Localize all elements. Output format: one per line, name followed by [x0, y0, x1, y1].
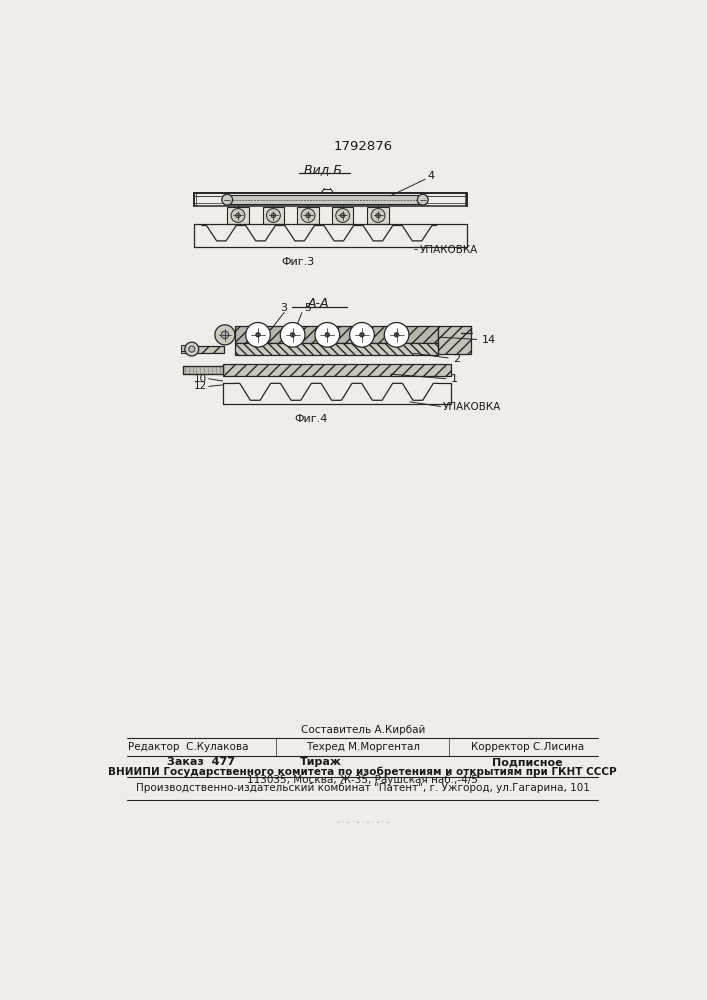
Circle shape — [291, 333, 295, 337]
Circle shape — [305, 213, 310, 218]
Text: 10: 10 — [194, 374, 207, 384]
Circle shape — [256, 333, 260, 337]
Text: 5: 5 — [305, 303, 312, 313]
Bar — [181, 347, 192, 353]
Text: 3: 3 — [281, 303, 288, 313]
Circle shape — [340, 213, 345, 218]
Circle shape — [325, 333, 329, 337]
Text: А-А: А-А — [308, 297, 329, 310]
Text: Заказ  477: Заказ 477 — [167, 757, 235, 767]
Circle shape — [301, 209, 315, 222]
Text: Тираж: Тираж — [300, 757, 342, 767]
Bar — [235, 326, 438, 343]
Text: 1792876: 1792876 — [333, 140, 392, 153]
Circle shape — [395, 333, 399, 337]
Bar — [195, 346, 224, 353]
Text: УПАКОВКА: УПАКОВКА — [420, 245, 478, 255]
Circle shape — [235, 213, 240, 218]
Bar — [262, 207, 284, 224]
Text: - · - · - · - · - · -: - · - · - · - · - · - — [337, 818, 389, 827]
Text: Редактор  С.Кулакова: Редактор С.Кулакова — [129, 742, 249, 752]
Circle shape — [189, 346, 195, 352]
Text: УПАКОВКА: УПАКОВКА — [443, 402, 501, 412]
Circle shape — [315, 323, 339, 347]
Circle shape — [221, 331, 229, 339]
Circle shape — [267, 209, 281, 222]
Circle shape — [360, 333, 364, 337]
Circle shape — [385, 323, 409, 347]
Circle shape — [281, 323, 305, 347]
Bar — [181, 345, 192, 351]
Text: Производственно-издательский комбинат "Патент", г. Ужгород, ул.Гагарина, 101: Производственно-издательский комбинат "П… — [136, 783, 590, 793]
Bar — [438, 326, 471, 354]
Bar — [235, 343, 438, 355]
Circle shape — [371, 209, 385, 222]
Text: Фиг.4: Фиг.4 — [294, 414, 328, 424]
Bar — [227, 207, 249, 224]
Text: Корректор С.Лисина: Корректор С.Лисина — [471, 742, 584, 752]
Circle shape — [350, 323, 374, 347]
Bar — [368, 207, 389, 224]
Circle shape — [185, 342, 199, 356]
Text: Техред М.Моргентал: Техред М.Моргентал — [305, 742, 420, 752]
Text: Фиг.3: Фиг.3 — [281, 257, 315, 267]
Text: 2: 2 — [452, 354, 460, 364]
Text: 4: 4 — [428, 171, 435, 181]
Circle shape — [271, 213, 276, 218]
Bar — [297, 207, 319, 224]
Bar — [332, 207, 354, 224]
Circle shape — [336, 209, 350, 222]
Text: Вид Б: Вид Б — [305, 163, 342, 176]
Circle shape — [376, 213, 380, 218]
Text: Составитель А.Кирбай: Составитель А.Кирбай — [300, 725, 425, 735]
Text: 1: 1 — [450, 374, 457, 384]
Bar — [223, 364, 450, 376]
Circle shape — [417, 194, 428, 205]
Text: 12: 12 — [194, 381, 207, 391]
Text: Подписное: Подписное — [492, 757, 563, 767]
Text: 14: 14 — [482, 335, 496, 345]
Circle shape — [215, 325, 235, 345]
Bar — [182, 366, 223, 374]
Bar — [227, 195, 423, 204]
Circle shape — [231, 209, 245, 222]
Text: ВНИИПИ Государственного комитета по изобретениям и открытиям при ГКНТ СССР: ВНИИПИ Государственного комитета по изоб… — [108, 766, 617, 777]
Circle shape — [246, 323, 270, 347]
Circle shape — [222, 194, 233, 205]
Text: 113035, Москва, Ж-35, Раушская наб.,-4/5: 113035, Москва, Ж-35, Раушская наб.,-4/5 — [247, 775, 478, 785]
Bar — [182, 366, 223, 374]
